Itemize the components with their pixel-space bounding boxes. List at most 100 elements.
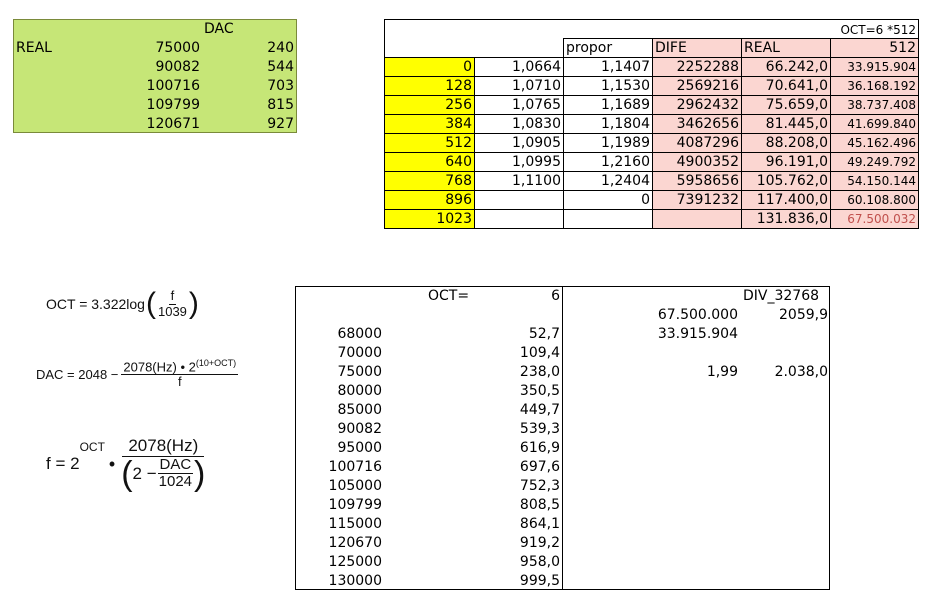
frequency-cell: 100716 [328, 459, 382, 475]
real-header: REAL [741, 38, 830, 57]
dac-result-cell: 539,3 [519, 421, 560, 437]
side-value-b: 2059,9 [779, 307, 828, 323]
dac-result-cell: 52,7 [528, 326, 560, 342]
side-value-b: 2.038,0 [774, 364, 828, 380]
ratio-a-cell: 1,0905 [474, 133, 563, 152]
real-cell: 105.762,0 [741, 171, 830, 190]
f-inner-num: DAC [157, 455, 194, 475]
index-cell: 256 [385, 95, 474, 114]
propor-cell: 1,1530 [563, 76, 652, 95]
frequency-cell: 85000 [337, 402, 382, 418]
dac-hz-value: 75000 [155, 40, 200, 56]
oct-num: f [168, 288, 177, 305]
dife-header: DIFE [652, 38, 741, 57]
oct-fraction: f 1039 [156, 288, 189, 319]
dife-cell: 2252288 [652, 57, 741, 76]
dac-result-cell: 109,4 [519, 345, 560, 361]
col512-cell: 33.915.904 [830, 57, 918, 76]
f-inner-fraction: DAC 1024 [157, 455, 194, 491]
dac-result-cell: 808,5 [519, 497, 560, 513]
real-cell: 75.659,0 [741, 95, 830, 114]
dac-result-cell: 238,0 [519, 364, 560, 380]
frequency-cell: 68000 [337, 326, 382, 342]
real-cell: 81.445,0 [741, 114, 830, 133]
f-num: 2078(Hz) [122, 436, 205, 457]
dac-value: 240 [267, 40, 294, 56]
dife-cell: 2962432 [652, 95, 741, 114]
ratio-a-cell: 1,1100 [474, 171, 563, 190]
frequency-cell: 95000 [337, 440, 382, 456]
f-exp: OCT [79, 440, 105, 454]
ratio-a-cell: 1,0710 [474, 76, 563, 95]
col512-cell: 67.500.032 [830, 209, 918, 228]
dac-header: DAC [204, 21, 234, 37]
oct-value: 6 [551, 288, 560, 304]
dac-fraction: 2078(Hz) • 2(10+OCT) f [121, 357, 239, 390]
f-paren-open: ( [121, 454, 133, 493]
dac-num-exp: (10+OCT) [195, 357, 237, 368]
frequency-cell: 90082 [337, 421, 382, 437]
dac-result-cell: 919,2 [519, 535, 560, 551]
frequency-cell: 125000 [328, 554, 382, 570]
frequency-cell: 120670 [328, 535, 382, 551]
col512-header: 512 [830, 38, 918, 57]
ratio-a-cell: 1,0765 [474, 95, 563, 114]
propor-cell: 1,1689 [563, 95, 652, 114]
col512-cell: 45.162.496 [830, 133, 918, 152]
side-value-a: 33.915.904 [657, 326, 738, 342]
dac-value: 815 [267, 97, 294, 113]
dac-table: DAC REAL 75000 240 90082 544 100716 703 109799… [13, 19, 297, 133]
frequency-cell: 105000 [328, 478, 382, 494]
col512-cell: 38.737.408 [830, 95, 918, 114]
dac-result-cell: 697,6 [519, 459, 560, 475]
oct-formula: OCT = 3.322log ( f 1039 ) [46, 284, 199, 324]
oct-den: 1039 [157, 303, 187, 319]
side-value-a: 1,99 [706, 364, 738, 380]
f-inner-den: 1024 [158, 473, 193, 491]
f-dot: • [108, 453, 116, 474]
ratio-a-cell [474, 209, 563, 228]
real-cell: 117.400,0 [741, 190, 830, 209]
ratio-a-cell: 1,0664 [474, 57, 563, 76]
frequency-cell: 80000 [337, 383, 382, 399]
dife-cell: 4087296 [652, 133, 741, 152]
dife-cell [652, 209, 741, 228]
dac-value: 544 [267, 59, 294, 75]
real-cell: 88.208,0 [741, 133, 830, 152]
f-den: ( 2 − DAC 1024 ) [119, 454, 207, 493]
frequency-cell: 109799 [328, 497, 382, 513]
dife-cell: 7391232 [652, 190, 741, 209]
index-cell: 896 [385, 190, 474, 209]
ratio-a-cell [474, 190, 563, 209]
f-den-pre: 2 − [132, 463, 157, 483]
oct-label: OCT= [428, 288, 470, 304]
index-cell: 768 [385, 171, 474, 190]
f-formula: f = 2 OCT • 2078(Hz) ( 2 − DAC 1024 ) [46, 426, 207, 502]
oct-table: OCT= 6 DIV_32768 67.500.000 2059,9 33.91… [295, 286, 830, 590]
f-fraction: 2078(Hz) ( 2 − DAC 1024 ) [119, 436, 207, 493]
dac-result-cell: 449,7 [519, 402, 560, 418]
propor-cell [563, 209, 652, 228]
dac-value: 703 [267, 78, 294, 94]
col512-cell: 60.108.800 [830, 190, 918, 209]
propor-cell: 1,2160 [563, 152, 652, 171]
frequency-cell: 130000 [328, 573, 382, 589]
f-paren-close: ) [194, 454, 206, 493]
dac-hz-value: 100716 [146, 78, 200, 94]
index-cell: 384 [385, 114, 474, 133]
index-cell: 0 [385, 57, 474, 76]
propor-cell: 1,2404 [563, 171, 652, 190]
dac-hz-value: 120671 [146, 116, 200, 132]
frequency-cell: 115000 [328, 516, 382, 532]
real-cell: 96.191,0 [741, 152, 830, 171]
dac-formula-lhs: DAC = 2048 − [36, 366, 119, 382]
paren-open: ( [145, 287, 156, 320]
f-formula-lhs: f = 2 [46, 454, 80, 473]
dac-result-cell: 350,5 [519, 383, 560, 399]
ratio-a-cell: 1,0995 [474, 152, 563, 171]
real-cell: 70.641,0 [741, 76, 830, 95]
dife-cell: 4900352 [652, 152, 741, 171]
col512-cell: 49.249.792 [830, 152, 918, 171]
real-cell: 131.836,0 [741, 209, 830, 228]
col512-cell: 54.150.144 [830, 171, 918, 190]
